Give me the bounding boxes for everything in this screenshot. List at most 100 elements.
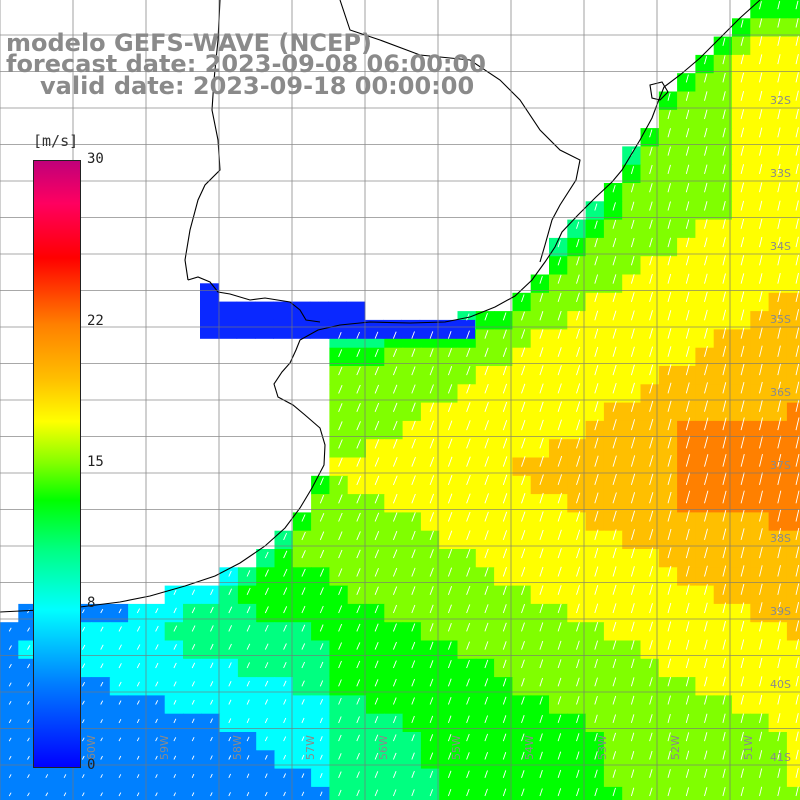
wind-arrow [374, 660, 379, 669]
wind-arrow [411, 604, 416, 614]
wind-speed-cell [677, 512, 696, 532]
wind-arrow [228, 736, 232, 742]
wind-arrow [374, 697, 379, 705]
wind-arrow [612, 732, 617, 742]
wind-speed-cell [786, 73, 800, 93]
wind-arrow [704, 201, 708, 211]
wind-arrow [301, 661, 306, 669]
longitude-label: 57W [304, 735, 317, 760]
wind-arrow [777, 35, 781, 46]
wind-speed-cell [530, 713, 550, 733]
longitude-label: 53W [596, 735, 609, 760]
wind-speed-cell [622, 530, 642, 550]
wind-speed-cell [494, 530, 513, 550]
wind-arrow [630, 292, 635, 303]
wind-arrow [82, 609, 85, 614]
wind-speed-cell [201, 695, 221, 715]
wind-speed-cell [329, 585, 349, 605]
wind-speed-cell [750, 347, 770, 367]
wind-speed-cell [219, 732, 239, 751]
wind-arrow [612, 382, 617, 394]
wind-arrow [740, 639, 745, 650]
wind-speed-cell [585, 640, 605, 660]
wind-speed-cell [512, 695, 532, 715]
wind-speed-cell [236, 301, 256, 321]
wind-arrow [45, 792, 49, 797]
wind-arrow [704, 91, 708, 101]
wind-arrow [264, 643, 269, 650]
wind-speed-cell [640, 768, 660, 788]
wind-arrow [740, 546, 745, 559]
wind-arrow [210, 681, 214, 687]
wind-speed-cell [658, 585, 678, 605]
wind-speed-cell [567, 512, 587, 532]
wind-arrow [539, 622, 544, 632]
wind-arrow [704, 584, 708, 595]
wind-arrow [484, 715, 489, 724]
wind-speed-cell [677, 530, 696, 550]
wind-arrow [594, 787, 598, 797]
wind-speed-cell [603, 512, 623, 532]
wind-speed-cell [549, 640, 568, 660]
wind-arrow [667, 310, 672, 321]
wind-speed-cell [256, 695, 276, 715]
wind-speed-cell [494, 640, 513, 660]
wind-arrow [521, 493, 526, 504]
wind-arrow [392, 697, 397, 705]
wind-arrow [649, 400, 654, 412]
wind-arrow [630, 529, 635, 541]
wind-arrow [576, 585, 580, 595]
wind-speed-cell [640, 164, 660, 184]
wind-arrow [612, 184, 616, 193]
wind-arrow [63, 792, 67, 797]
wind-speed-cell [91, 750, 111, 770]
wind-speed-cell [640, 549, 660, 568]
wind-speed-cell [183, 732, 202, 751]
wind-speed-cell [732, 402, 751, 422]
wind-speed-cell [146, 622, 166, 642]
wind-arrow [759, 255, 763, 266]
wind-speed-cell [750, 274, 770, 294]
wind-speed-cell [329, 402, 349, 422]
wind-speed-cell [622, 732, 642, 751]
wind-arrow [447, 715, 452, 724]
wind-speed-cell [549, 274, 568, 294]
wind-arrow [612, 677, 617, 687]
wind-speed-cell [677, 549, 696, 568]
wind-speed-cell [292, 585, 312, 605]
wind-speed-cell [713, 640, 733, 660]
wind-speed-cell [732, 36, 751, 56]
wind-speed-cell [329, 732, 349, 751]
wind-arrow [557, 603, 562, 614]
wind-speed-cell [677, 768, 696, 788]
wind-arrow [795, 290, 800, 303]
wind-speed-cell [420, 347, 440, 367]
wind-arrow [649, 328, 654, 339]
wind-arrow [667, 237, 672, 248]
wind-arrow [301, 736, 305, 742]
wind-speed-cell [420, 677, 440, 696]
wind-speed-cell [549, 603, 568, 623]
wind-arrow [264, 736, 268, 742]
wind-arrow [704, 621, 708, 632]
wind-arrow [740, 472, 745, 486]
wind-speed-cell [585, 311, 605, 330]
wind-speed-cell [713, 384, 733, 404]
wind-arrow [338, 605, 343, 614]
wind-speed-cell [128, 658, 147, 678]
wind-speed-cell [200, 283, 219, 303]
wind-speed-cell [732, 146, 751, 166]
wind-arrow [502, 548, 508, 559]
wind-speed-cell [329, 366, 349, 385]
wind-speed-cell [768, 402, 788, 422]
wind-speed-cell [677, 366, 696, 385]
wind-speed-cell [420, 384, 440, 404]
wind-speed-cell [366, 640, 385, 660]
wind-arrow [411, 660, 416, 669]
wind-speed-cell [457, 512, 477, 532]
wind-arrow [722, 546, 727, 559]
wind-arrow [649, 714, 653, 724]
wind-speed-cell [420, 457, 440, 477]
wind-speed-cell [695, 73, 715, 93]
wind-arrow [777, 731, 781, 742]
